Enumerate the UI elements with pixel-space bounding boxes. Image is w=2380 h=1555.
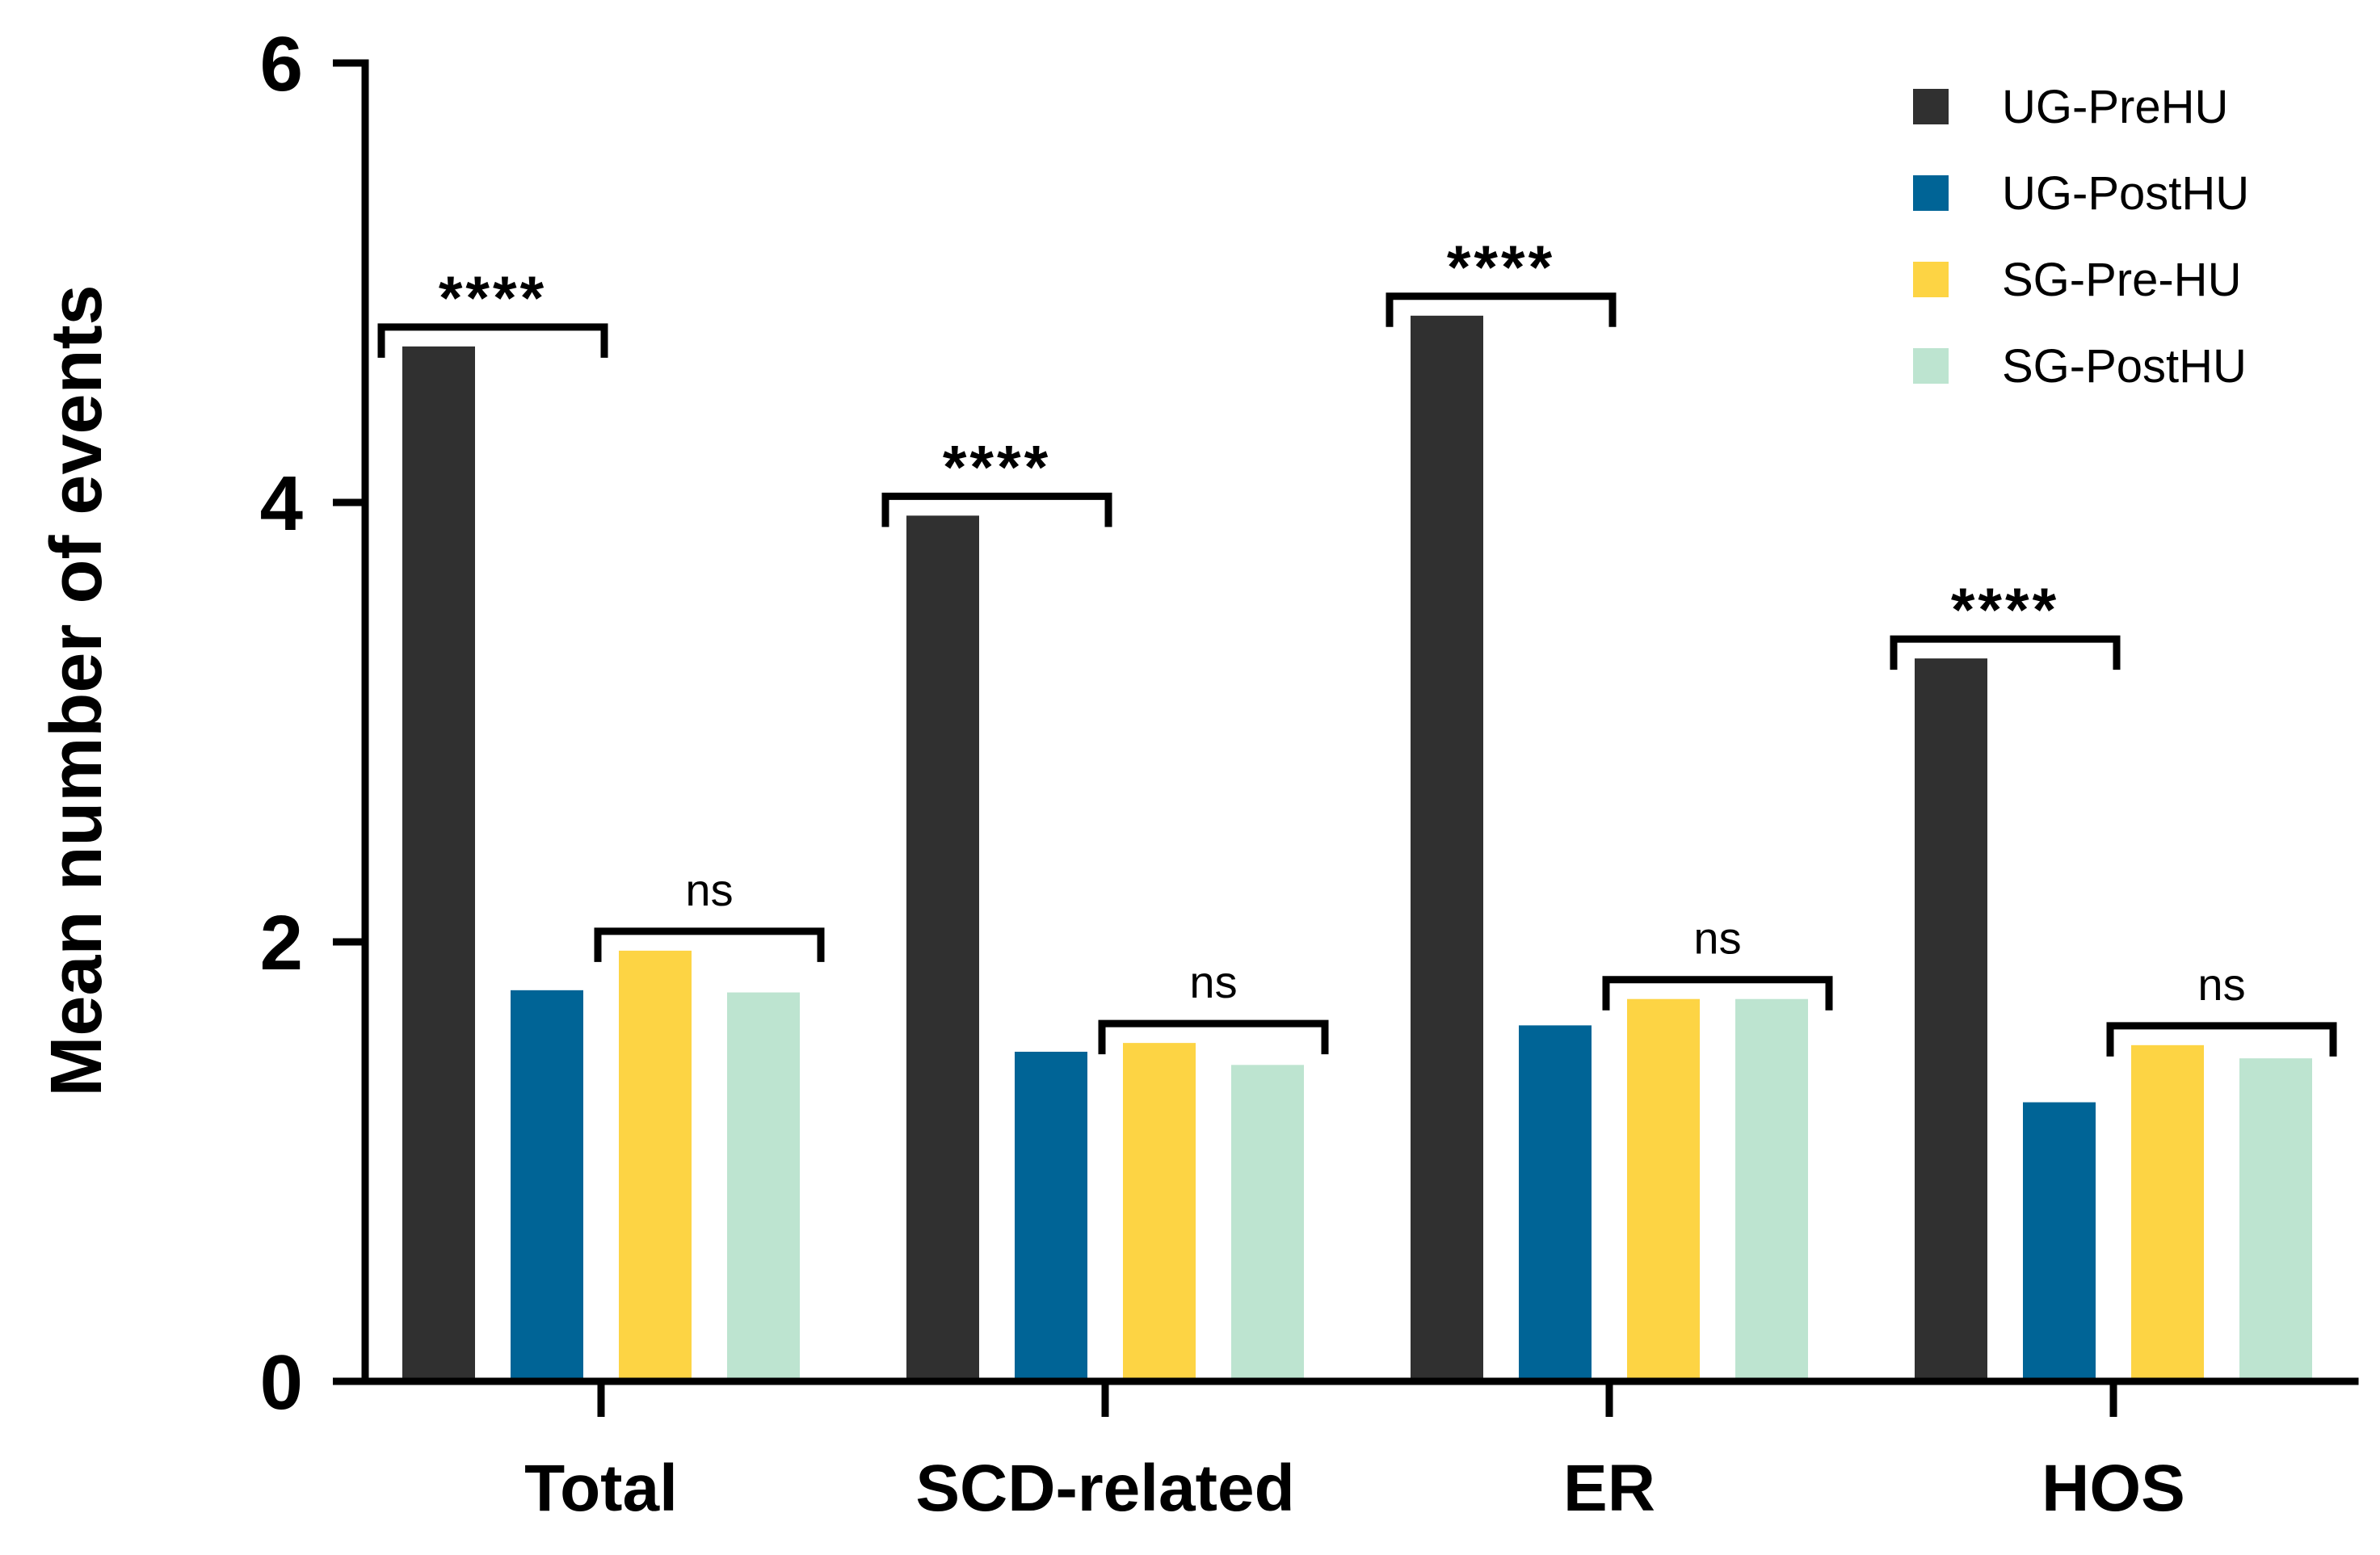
bar-total-ug-posthu — [511, 990, 583, 1381]
bar-total-ug-prehu — [402, 346, 475, 1381]
significance-label-total-ug: **** — [439, 264, 547, 333]
y-tick-label-6: 6 — [260, 21, 303, 107]
bar-er-ug-prehu — [1411, 315, 1483, 1381]
significance-label-er-ug: **** — [1447, 233, 1555, 302]
significance-label-er-sg: ns — [1693, 913, 1741, 964]
y-tick-label-4: 4 — [260, 460, 303, 547]
y-tick-label-0: 0 — [260, 1339, 303, 1426]
legend-label-ug-posthu: UG-PostHU — [2002, 167, 2249, 220]
significance-label-scd-related-sg: ns — [1189, 956, 1237, 1007]
legend-swatch-ug-prehu — [1913, 89, 1949, 124]
bar-er-ug-posthu — [1519, 1025, 1592, 1381]
x-tick-label-er: ER — [1563, 1452, 1655, 1525]
x-tick-label-scd-related: SCD-related — [915, 1452, 1294, 1525]
bar-scd-related-ug-prehu — [906, 515, 979, 1381]
bar-total-sg-pre-hu — [619, 950, 692, 1381]
bracket-total-sg — [594, 927, 825, 962]
legend-label-ug-prehu: UG-PreHU — [2002, 81, 2228, 133]
bracket-hos-sg — [2106, 1022, 2337, 1057]
bar-hos-ug-posthu — [2023, 1102, 2096, 1381]
bracket-scd-related-ug — [881, 492, 1112, 527]
bar-scd-related-sg-posthu — [1231, 1065, 1304, 1381]
significance-label-hos-ug: **** — [1951, 576, 2059, 645]
legend: UG-PreHU UG-PostHU SG-Pre-HU SG-PostHU — [1913, 81, 2249, 393]
x-tick-label-total: Total — [524, 1452, 678, 1525]
bracket-er-ug — [1386, 292, 1617, 327]
bracket-er-sg — [1602, 976, 1833, 1011]
significance-layer: **** ns **** ns **** ns **** ns — [377, 233, 2337, 1057]
bar-er-sg-posthu — [1735, 998, 1808, 1381]
bar-hos-sg-pre-hu — [2131, 1044, 2204, 1381]
legend-swatch-sg-posthu — [1913, 348, 1949, 384]
bracket-scd-related-sg — [1098, 1019, 1329, 1055]
bar-hos-sg-posthu — [2239, 1058, 2312, 1381]
bracket-hos-ug — [1890, 635, 2121, 670]
bar-scd-related-ug-posthu — [1015, 1052, 1087, 1381]
y-tick-label-2: 2 — [260, 900, 303, 986]
legend-swatch-sg-pre-hu — [1913, 262, 1949, 297]
bar-scd-related-sg-pre-hu — [1123, 1043, 1196, 1381]
x-tick-label-hos: HOS — [2042, 1452, 2185, 1525]
legend-label-sg-posthu: SG-PostHU — [2002, 340, 2247, 393]
significance-label-hos-sg: ns — [2197, 959, 2245, 1010]
legend-swatch-ug-posthu — [1913, 175, 1949, 211]
significance-label-scd-related-ug: **** — [943, 433, 1051, 502]
axes-layer: 0 2 4 6 Total SCD-related ER HOS — [260, 21, 2359, 1525]
bars-layer — [402, 315, 2312, 1381]
y-axis-label: Mean number of events — [36, 284, 117, 1096]
bar-hos-ug-prehu — [1915, 658, 1987, 1381]
bracket-total-ug — [377, 323, 608, 358]
significance-label-total-sg: ns — [685, 864, 733, 915]
legend-label-sg-pre-hu: SG-Pre-HU — [2002, 254, 2241, 306]
bar-total-sg-posthu — [727, 992, 800, 1381]
bar-er-sg-pre-hu — [1627, 998, 1700, 1381]
